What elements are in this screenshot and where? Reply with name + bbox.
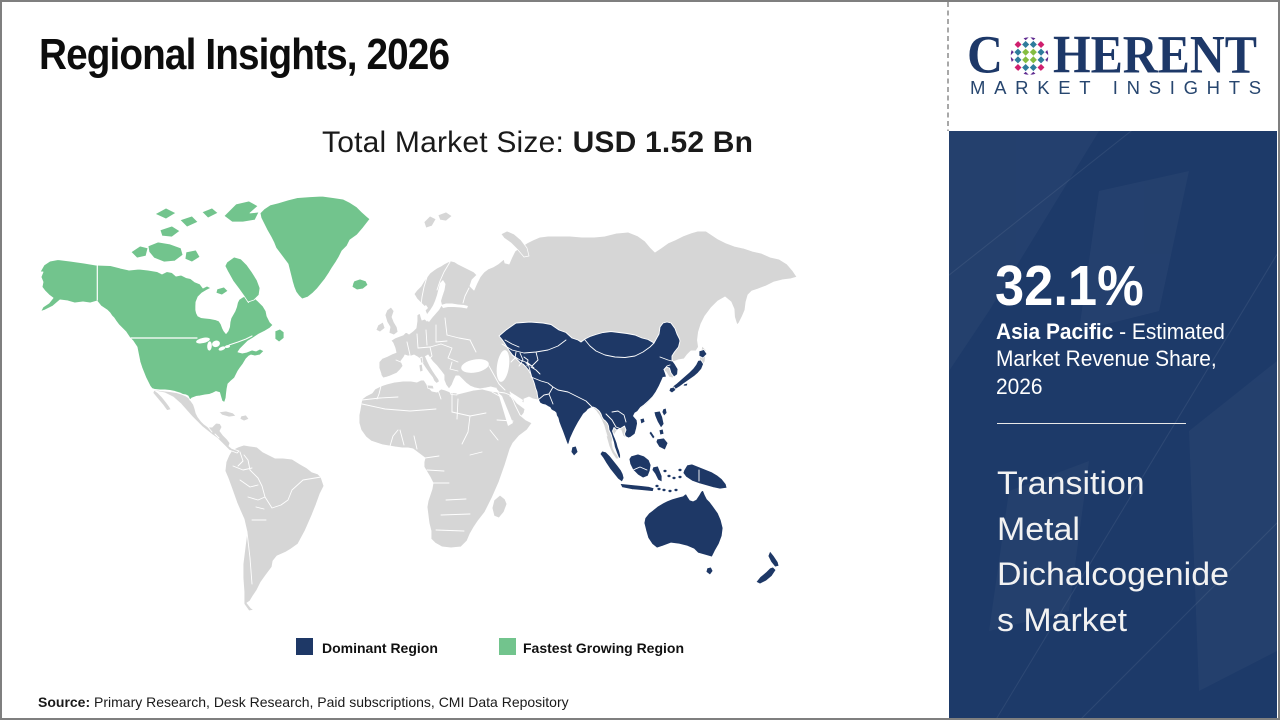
svg-text:C: C xyxy=(967,25,1003,85)
svg-text:HERENT: HERENT xyxy=(1053,25,1257,85)
svg-text:MARKET INSIGHTS: MARKET INSIGHTS xyxy=(970,77,1270,98)
